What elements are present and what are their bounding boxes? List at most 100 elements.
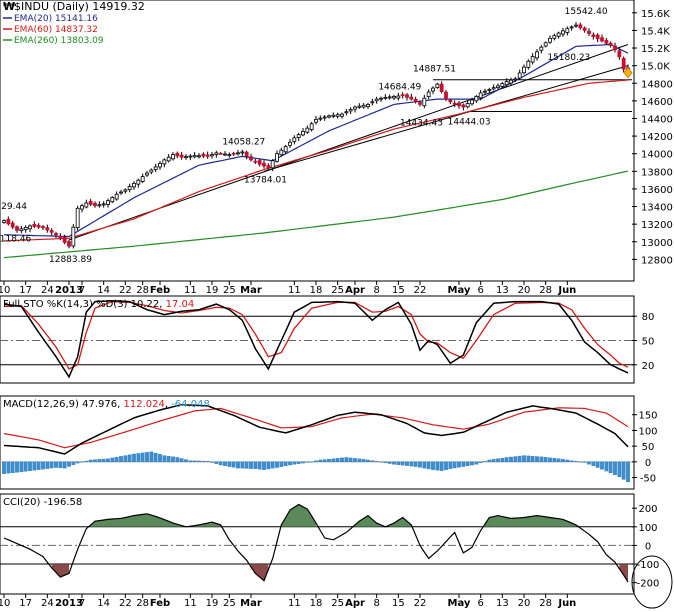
candle-body (270, 160, 275, 169)
candle-body (392, 96, 396, 99)
macd-histogram-bar (474, 461, 479, 465)
price-panel-frame (0, 0, 635, 282)
x-tick-label: 11 (288, 285, 301, 296)
candle-body (595, 34, 600, 40)
candle-body (522, 66, 526, 74)
stochastic-label: Full STO %K(14,3) %D(3) 10.22, 17.04 (3, 299, 194, 310)
candle-body (41, 226, 45, 229)
x-tick-label: 10 (0, 285, 10, 296)
macd-histogram-bar (75, 461, 80, 464)
cci-oversold-fill (51, 564, 69, 578)
candle-body (513, 78, 518, 81)
candle-body (439, 83, 444, 93)
candle-body (32, 223, 37, 227)
candle-body (153, 166, 158, 170)
macd-histogram-bar (574, 461, 578, 463)
price-annotation: 12883.89 (49, 255, 92, 265)
candle-body (288, 141, 292, 146)
macd-label: MACD(12,26,9) 47.976, 112.024, -64.048 (3, 399, 210, 410)
candle-body (331, 114, 336, 117)
x-tick-label: 25 (223, 598, 236, 609)
cci-overbought-fill (389, 517, 412, 527)
legend-entry: EMA(20) 15141.16 (14, 14, 98, 24)
macd-histogram-bar (149, 451, 154, 463)
candle-body (418, 102, 422, 105)
macd-histogram-bar (158, 454, 162, 463)
macd-histogram-bar (6, 461, 11, 474)
price-ytick-label: 14600 (641, 97, 673, 108)
candle-body (322, 116, 327, 119)
last-price-marker (623, 67, 633, 79)
x-tick-label: Feb (150, 598, 170, 609)
ema20-line (3, 43, 629, 238)
macd-histogram-bar (45, 461, 50, 469)
price-ytick-label: 14400 (641, 114, 673, 125)
candle-body (461, 104, 466, 108)
macd-histogram-bar (426, 461, 431, 470)
candle-body (478, 92, 483, 99)
candle-body (318, 117, 323, 120)
x-tick-label: 13 (496, 285, 509, 296)
candle-body (504, 81, 509, 86)
candle-body (132, 182, 136, 188)
chart-title: $INDU (Daily) 14919.32 (14, 0, 145, 13)
macd-histogram-bar (496, 458, 500, 463)
macd-histogram-bar (114, 456, 119, 463)
price-ytick-label: 14200 (641, 132, 673, 143)
macd-histogram-bar (166, 456, 171, 463)
candle-body (444, 91, 448, 100)
macd-histogram-bar (218, 461, 223, 466)
x-tick-label: 2013 (55, 285, 83, 296)
candle-body (71, 226, 76, 247)
candle-body (171, 154, 175, 160)
x-tick-label: 19 (206, 598, 219, 609)
candle-body (28, 225, 32, 230)
macd-histogram-bar (344, 457, 349, 463)
price-annotation: 14887.51 (413, 65, 456, 75)
macd-histogram-bar (617, 461, 622, 478)
candle-body (97, 204, 102, 207)
candle-body (127, 186, 132, 190)
price-ytick-label: 14000 (641, 150, 673, 161)
price-y-axis: 15.6K 15.4K 15.2K 15.0K 14800 14600 14400 14200… (632, 9, 673, 266)
candle-body (119, 191, 123, 194)
macd-label-main: MACD(12,26,9) 47.976, (3, 399, 123, 410)
candle-body (218, 152, 223, 155)
macd-histogram-bar (335, 458, 340, 463)
candle-body (582, 27, 587, 31)
candle-body (23, 226, 28, 231)
macd-histogram-bar (140, 452, 145, 463)
macd-histogram-bar (327, 458, 331, 463)
macd-histogram-bar (58, 461, 63, 468)
macd-histogram-bar (465, 461, 470, 466)
macd-histogram-bar (483, 461, 487, 463)
macd-histogram-bar (249, 461, 253, 469)
chart-title-icon: ₩ (3, 0, 15, 13)
candle-body (223, 153, 227, 156)
macd-histogram-bar (71, 461, 76, 465)
indicator-ytick-label: 0 (645, 541, 651, 552)
macd-histogram-bar (604, 461, 609, 472)
candle-body (45, 227, 50, 231)
price-legend: ₩ $INDU (Daily) 14919.32 EMA(20) 15141.1… (3, 0, 145, 46)
macd-histogram-bar (543, 457, 548, 463)
ema260-line (3, 170, 629, 259)
candle-body (158, 162, 162, 168)
macd-histogram-bar (595, 461, 600, 468)
trendline (263, 65, 629, 172)
stochastic-frame (0, 295, 635, 384)
macd-histogram-bar (561, 459, 565, 463)
macd-histogram-bar (231, 461, 236, 468)
macd-histogram (2, 451, 630, 483)
macd-histogram-bar (214, 461, 219, 464)
indicator-ytick-label: 200 (638, 504, 657, 515)
x-tick-label: 8 (373, 598, 379, 609)
candle-body (192, 155, 197, 158)
stochastic-grid (0, 315, 634, 366)
candle-body (565, 28, 570, 33)
macd-histogram-bar (461, 461, 466, 467)
candle-body (426, 91, 431, 98)
x-tick-label: 8 (373, 285, 379, 296)
macd-histogram-bar (361, 459, 366, 463)
